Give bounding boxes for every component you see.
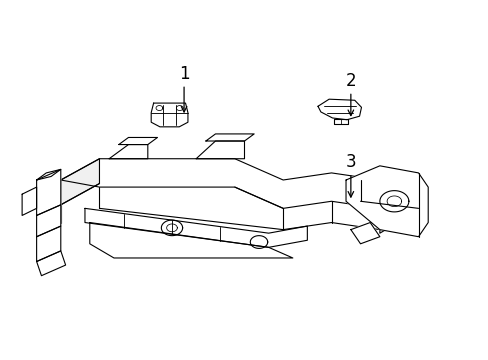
Text: 2: 2 [345, 72, 355, 90]
Polygon shape [37, 205, 61, 237]
Polygon shape [37, 251, 65, 276]
Polygon shape [119, 138, 157, 145]
Polygon shape [346, 166, 427, 237]
Polygon shape [37, 226, 61, 261]
Polygon shape [350, 222, 379, 244]
Polygon shape [61, 159, 99, 205]
Polygon shape [90, 222, 292, 258]
Polygon shape [151, 103, 187, 127]
Polygon shape [85, 208, 307, 247]
Polygon shape [205, 134, 254, 141]
Polygon shape [22, 187, 37, 215]
Polygon shape [61, 159, 403, 208]
Polygon shape [379, 194, 403, 233]
Text: 1: 1 [179, 65, 189, 83]
Polygon shape [317, 99, 361, 120]
Text: 3: 3 [345, 153, 355, 171]
Polygon shape [37, 169, 61, 215]
